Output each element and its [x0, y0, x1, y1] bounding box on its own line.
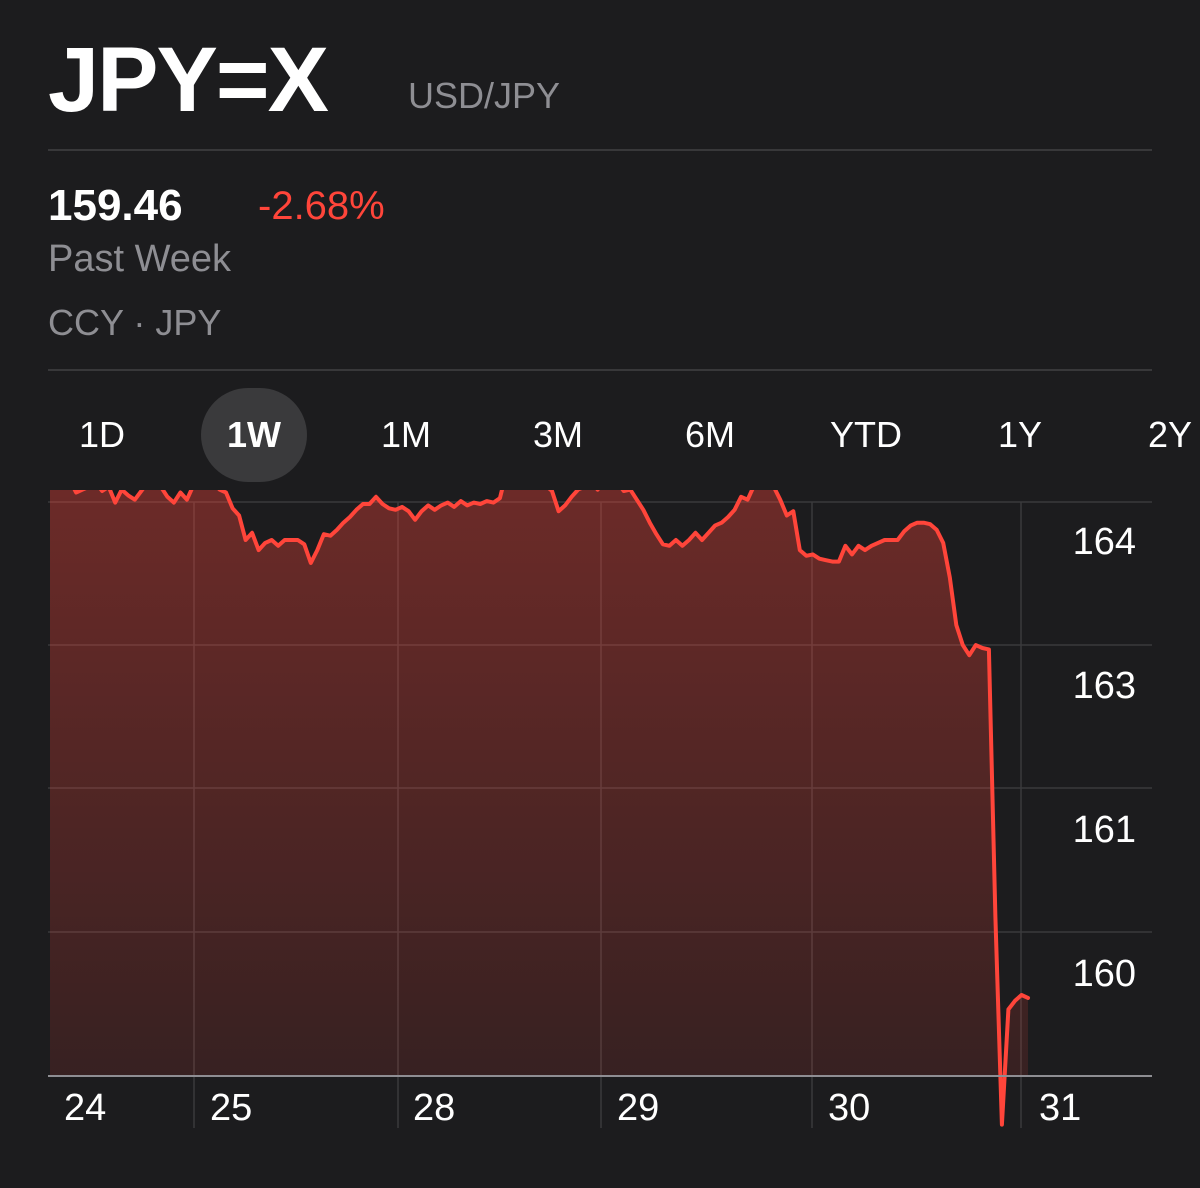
range-tab-3m[interactable]: 3M	[532, 414, 583, 455]
price-chart: 164 163 161 160 24 25 28 29 30 31	[0, 490, 1200, 1140]
y-tick-label-161: 161	[1073, 809, 1136, 851]
range-tab-2y[interactable]: 2Y	[1147, 414, 1193, 455]
x-tick-label-29: 29	[617, 1087, 659, 1129]
range-tab-1d[interactable]: 1D	[78, 414, 126, 455]
price-change-percent: -2.68%	[258, 184, 385, 228]
quote-divider	[48, 369, 1152, 371]
exchange-label: CCY · JPY	[48, 302, 222, 343]
current-price: 159.46	[48, 181, 183, 230]
ticker-symbol: JPY=X	[48, 29, 329, 131]
range-tab-1y[interactable]: 1Y	[997, 414, 1043, 455]
range-tab-1m[interactable]: 1M	[380, 414, 431, 455]
x-tick-label-31: 31	[1039, 1087, 1081, 1129]
x-tick-label-28: 28	[413, 1087, 455, 1129]
range-tab-6m[interactable]: 6M	[684, 414, 735, 455]
period-label: Past Week	[48, 238, 232, 280]
x-tick-label-30: 30	[828, 1087, 870, 1129]
header: JPY=X USD/JPY	[48, 28, 1152, 131]
y-tick-label-160: 160	[1073, 953, 1136, 995]
currency-pair-name: USD/JPY	[408, 75, 561, 116]
range-tab-1w[interactable]: 1W	[201, 388, 307, 482]
header-divider	[48, 149, 1152, 151]
price-area-fill	[50, 490, 1028, 1125]
range-tab-bar: 1D 1W 1M 3M 6M YTD 1Y 2Y	[0, 388, 1200, 484]
price-chart-svg: 164 163 161 160 24 25 28 29 30 31	[48, 490, 1152, 1129]
quote-row: 159.46 -2.68%	[48, 178, 648, 234]
range-tab-ytd[interactable]: YTD	[830, 414, 902, 455]
price-line	[72, 490, 1030, 1127]
x-tick-label-25: 25	[210, 1087, 252, 1129]
y-tick-label-163: 163	[1073, 665, 1136, 707]
x-tick-label-24: 24	[64, 1087, 106, 1129]
y-tick-label-164: 164	[1073, 521, 1136, 563]
